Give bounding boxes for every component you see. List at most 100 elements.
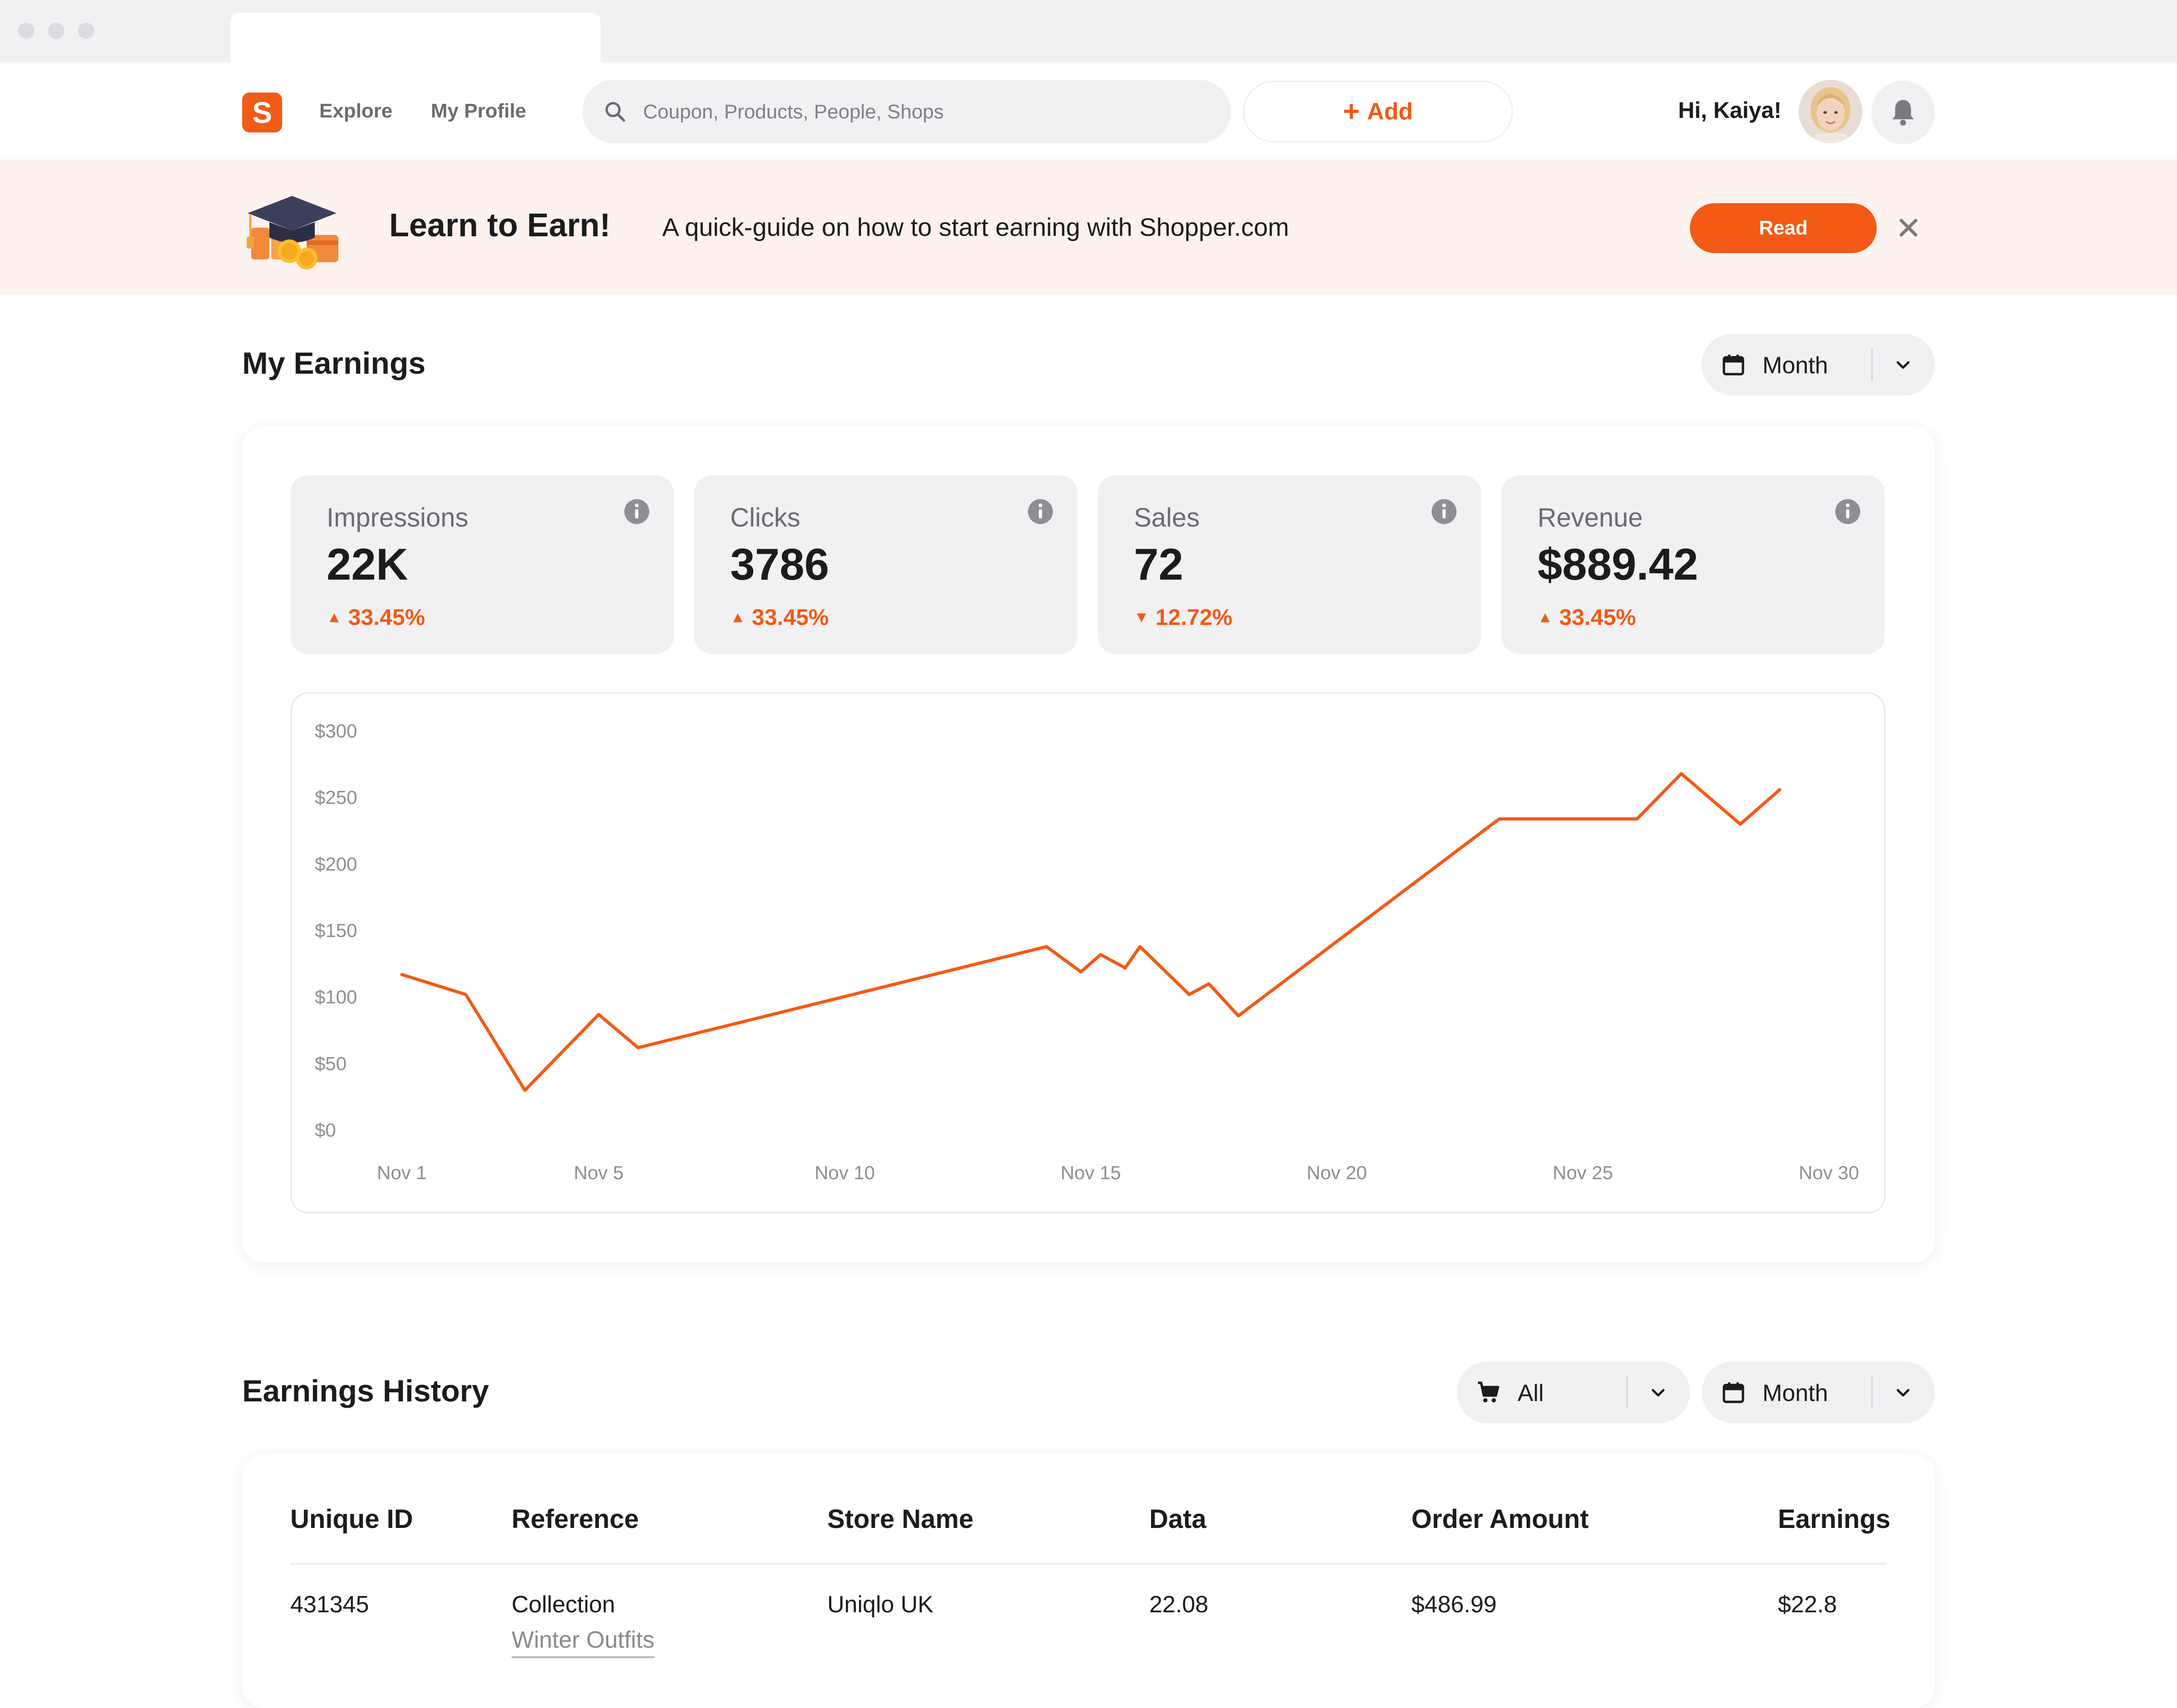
x-tick-label: Nov 5 <box>574 1162 624 1183</box>
y-tick-label: $200 <box>315 853 357 874</box>
history-filter-dropdown[interactable]: All <box>1457 1362 1690 1423</box>
banner-description: A quick-guide on how to start earning wi… <box>662 213 1289 241</box>
cell-store-name: Uniqlo UK <box>827 1591 934 1618</box>
user-greeting: Hi, Kaiya! <box>1678 98 1782 123</box>
info-icon[interactable] <box>1834 498 1861 525</box>
table-header-divider <box>290 1563 1887 1565</box>
calendar-icon <box>1723 354 1744 376</box>
calendar-icon <box>1723 1382 1744 1403</box>
stat-value: 22K <box>327 539 408 589</box>
window-maximize-dot[interactable] <box>78 23 94 39</box>
stat-card-clicks: Clicks 3786 ▲ 33.45% <box>694 475 1078 654</box>
column-header-order-amount[interactable]: Order Amount <box>1411 1504 1589 1534</box>
my-earnings-title: My Earnings <box>242 346 426 381</box>
cell-reference-link[interactable]: Winter Outfits <box>512 1626 654 1658</box>
history-period-dropdown[interactable]: Month <box>1702 1362 1935 1423</box>
info-icon[interactable] <box>1027 498 1054 525</box>
stat-change: ▲ 33.45% <box>730 604 829 630</box>
stat-label: Impressions <box>327 503 469 532</box>
cell-unique-id: 431345 <box>290 1591 369 1618</box>
arrow-up-icon: ▲ <box>730 609 746 626</box>
earnings-card: Impressions 22K ▲ 33.45% Clicks 3786 ▲ 33.… <box>242 426 1935 1263</box>
learn-to-earn-banner: Learn to Earn! A quick-guide on how to s… <box>0 161 2177 295</box>
stat-change: ▼ 12.72% <box>1134 604 1232 630</box>
bell-icon <box>1892 100 1914 126</box>
y-tick-label: $0 <box>315 1119 336 1141</box>
history-filter-label: All <box>1518 1380 1544 1406</box>
stat-change: ▲ 33.45% <box>1538 604 1636 630</box>
browser-chrome <box>0 0 2177 63</box>
x-tick-label: Nov 15 <box>1060 1162 1121 1183</box>
window-close-dot[interactable] <box>18 23 34 39</box>
stat-label: Sales <box>1134 503 1200 532</box>
column-header-data[interactable]: Data <box>1149 1504 1206 1534</box>
earnings-chart: $300 $250 $200 $150 $100 $50 $0 Nov 1 Nov 5 Nov 1… <box>290 692 1886 1214</box>
stat-change-value: 12.72% <box>1155 605 1233 630</box>
chevron-down-icon <box>1651 1389 1665 1397</box>
search-bar[interactable] <box>582 80 1231 143</box>
stat-change-value: 33.45% <box>348 605 425 630</box>
x-tick-label: Nov 10 <box>815 1162 875 1183</box>
earnings-history-title: Earnings History <box>242 1374 489 1408</box>
info-icon[interactable] <box>623 498 650 525</box>
cart-icon <box>1478 1381 1499 1403</box>
y-tick-label: $300 <box>315 720 357 742</box>
dropdown-divider <box>1626 1376 1628 1409</box>
cell-data: 22.08 <box>1149 1591 1209 1618</box>
close-icon[interactable] <box>1894 213 1923 242</box>
app-logo[interactable]: S <box>242 93 282 132</box>
x-tick-label: Nov 20 <box>1307 1162 1367 1183</box>
arrow-up-icon: ▲ <box>1538 609 1553 626</box>
column-header-reference[interactable]: Reference <box>512 1504 639 1534</box>
chevron-down-icon <box>1896 1389 1910 1397</box>
stat-change-value: 33.45% <box>752 605 829 630</box>
stat-card-revenue: Revenue $889.42 ▲ 33.45% <box>1501 475 1885 654</box>
column-header-store-name[interactable]: Store Name <box>827 1504 974 1534</box>
stat-change: ▲ 33.45% <box>327 604 425 630</box>
y-tick-label: $50 <box>315 1053 347 1074</box>
earnings-period-label: Month <box>1762 352 1828 379</box>
search-input[interactable] <box>642 97 1215 127</box>
y-tick-label: $250 <box>315 787 357 808</box>
stat-card-sales: Sales 72 ▼ 12.72% <box>1098 475 1481 654</box>
window-minimize-dot[interactable] <box>48 23 64 39</box>
search-icon <box>605 102 625 122</box>
notifications-button[interactable] <box>1871 81 1935 144</box>
dropdown-divider <box>1871 348 1873 381</box>
stat-label: Clicks <box>730 503 801 532</box>
x-tick-label: Nov 25 <box>1552 1162 1613 1183</box>
earnings-history-table: Unique ID Reference Store Name Data Orde… <box>242 1454 1935 1708</box>
cell-earnings: $22.8 <box>1778 1591 1837 1618</box>
arrow-down-icon: ▼ <box>1134 609 1149 626</box>
cell-order-amount: $486.99 <box>1411 1591 1497 1618</box>
y-tick-label: $150 <box>315 920 357 941</box>
banner-title: Learn to Earn! <box>389 207 611 244</box>
earnings-series-line <box>400 772 1782 1092</box>
browser-tab[interactable] <box>230 13 600 63</box>
history-period-label: Month <box>1762 1380 1828 1406</box>
stat-card-impressions: Impressions 22K ▲ 33.45% <box>290 475 674 654</box>
column-header-unique-id[interactable]: Unique ID <box>290 1504 413 1534</box>
add-button[interactable]: + Add <box>1243 81 1513 142</box>
avatar-portrait-icon <box>1799 80 1862 143</box>
nav-link-my-profile[interactable]: My Profile <box>431 100 527 122</box>
add-button-label: Add <box>1367 98 1413 125</box>
x-tick-label: Nov 1 <box>377 1162 427 1183</box>
arrow-up-icon: ▲ <box>327 609 342 626</box>
plus-icon: + <box>1342 95 1360 127</box>
read-button[interactable]: Read <box>1690 203 1877 253</box>
cell-reference: Collection <box>512 1591 615 1618</box>
column-header-earnings[interactable]: Earnings <box>1778 1504 1891 1534</box>
stat-value: 3786 <box>730 539 830 589</box>
earnings-line-chart: $300 $250 $200 $150 $100 $50 $0 Nov 1 Nov 5 Nov 1… <box>315 720 1859 1183</box>
stat-change-value: 33.45% <box>1559 605 1636 630</box>
chevron-down-icon <box>1896 361 1910 369</box>
y-tick-label: $100 <box>315 986 357 1008</box>
nav-link-explore[interactable]: Explore <box>319 100 393 122</box>
top-navbar: S Explore My Profile + Add Hi, Kaiya! <box>0 63 2177 161</box>
stat-label: Revenue <box>1538 503 1643 532</box>
earnings-period-dropdown[interactable]: Month <box>1702 334 1935 395</box>
info-icon[interactable] <box>1430 498 1458 525</box>
avatar[interactable] <box>1799 80 1862 143</box>
graduation-cap-coins-icon <box>247 196 338 269</box>
